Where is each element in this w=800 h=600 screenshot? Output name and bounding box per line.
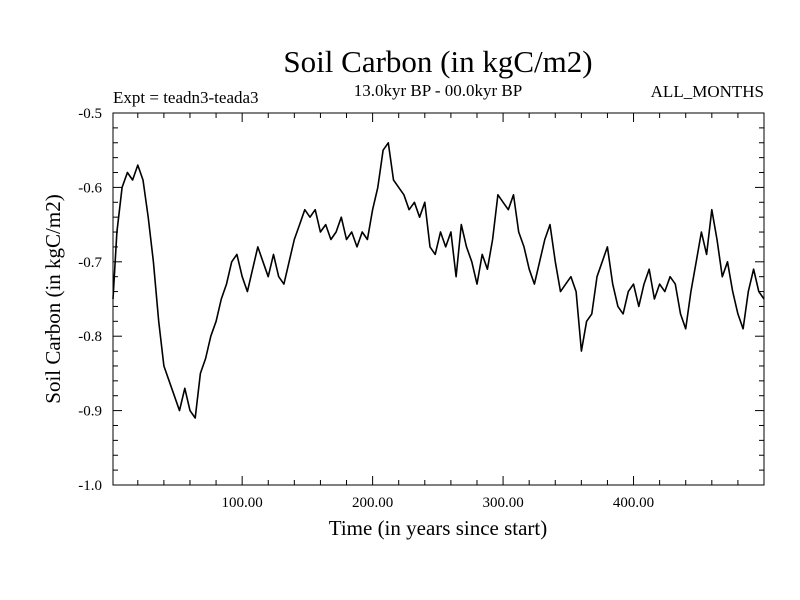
- y-tick-label: -0.8: [78, 329, 102, 345]
- chart-subtitle: 13.0kyr BP - 00.0kyr BP: [354, 81, 522, 100]
- x-tick-label: 100.00: [222, 495, 263, 511]
- y-tick-label: -1.0: [78, 478, 102, 494]
- series-line: [112, 142, 765, 419]
- x-tick-label: 200.00: [352, 495, 393, 511]
- axis-ticks: [113, 113, 764, 485]
- y-tick-label: -0.9: [78, 404, 102, 420]
- y-tick-label: -0.6: [78, 180, 102, 196]
- y-tick-label: -0.7: [78, 255, 102, 271]
- plot-frame: [112, 112, 765, 486]
- x-tick-label: 300.00: [482, 495, 523, 511]
- chart-title: Soil Carbon (in kgC/m2): [283, 44, 592, 79]
- y-tick-label: -0.5: [78, 106, 102, 122]
- months-label: ALL_MONTHS: [651, 82, 764, 101]
- series-layer: [112, 142, 765, 419]
- x-tick-label: 400.00: [613, 495, 654, 511]
- experiment-label: Expt = teadn3-teada3: [113, 88, 259, 107]
- tick-labels: 100.00 200.00 300.00 400.00 -0.5 -0.6 -0.7 -0.8…: [78, 106, 654, 511]
- y-axis-label: Soil Carbon (in kgC/m2): [41, 194, 65, 403]
- x-axis-label: Time (in years since start): [329, 516, 548, 540]
